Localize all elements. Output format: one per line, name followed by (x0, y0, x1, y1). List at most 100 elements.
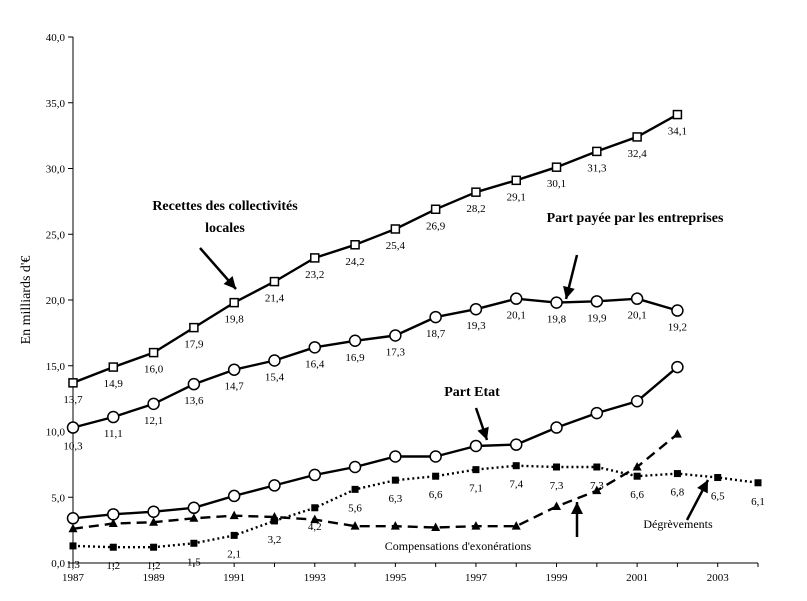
data-point-recettes-des-collectivites-locales (390, 224, 401, 234)
data-point-degrevements (512, 462, 520, 470)
arrow-part-entreprises-head (563, 285, 575, 299)
y-tick-label: 20,0 (46, 295, 66, 307)
x-tick-label: 1995 (384, 572, 407, 584)
data-point-recettes-des-collectivites-locales (310, 253, 320, 263)
data-label-degrevements: 6,6 (630, 489, 644, 501)
data-point-recettes-des-collectivites-locales (430, 204, 441, 215)
data-point-recettes-des-collectivites-locales (511, 175, 521, 186)
data-point-part-etat (268, 479, 281, 492)
data-point-part-payee-par-les-entreprises (429, 310, 442, 324)
data-point-recettes-des-collectivites-locales (229, 297, 239, 308)
data-label-recettes-des-collectivites-locales: 23,2 (305, 269, 324, 281)
data-label-recettes-des-collectivites-locales: 13,7 (63, 394, 83, 406)
data-label-recettes-des-collectivites-locales: 21,4 (265, 293, 285, 305)
data-point-degrevements (593, 463, 601, 471)
data-point-compensations-d-exonerations (108, 518, 118, 528)
data-point-part-etat (630, 395, 644, 408)
data-point-part-payee-par-les-entreprises (509, 292, 523, 305)
data-label-part-payee-par-les-entreprises: 20,1 (627, 310, 646, 322)
data-point-degrevements (714, 474, 722, 482)
series-line-part-etat (72, 366, 679, 520)
data-label-part-payee-par-les-entreprises: 18,7 (426, 328, 446, 340)
data-label-recettes-des-collectivites-locales: 31,3 (587, 162, 607, 174)
data-point-degrevements (432, 472, 440, 480)
data-label-recettes-des-collectivites-locales: 28,2 (466, 203, 485, 215)
data-point-part-payee-par-les-entreprises (107, 410, 120, 424)
data-point-part-payee-par-les-entreprises (227, 363, 241, 376)
data-point-part-etat (671, 360, 684, 374)
data-point-recettes-des-collectivites-locales (148, 347, 159, 358)
data-point-part-etat (590, 406, 604, 420)
data-label-degrevements: 6,5 (711, 491, 725, 503)
data-point-degrevements (472, 466, 480, 474)
data-point-compensations-d-exonerations (68, 523, 78, 533)
series-line-degrevements (72, 464, 759, 549)
data-point-compensations-d-exonerations (431, 522, 441, 531)
data-label-degrevements: 7,3 (550, 480, 564, 492)
y-tick-label: 0,0 (51, 558, 65, 570)
data-label-degrevements: 6,1 (751, 496, 765, 508)
data-point-part-etat (227, 489, 241, 503)
data-point-part-etat (550, 421, 563, 434)
data-label-part-payee-par-les-entreprises: 19,9 (587, 312, 607, 324)
annotation-text: Dégrèvements (643, 517, 713, 531)
y-tick-label: 30,0 (46, 164, 66, 176)
data-point-part-etat (107, 508, 120, 521)
data-point-degrevements (190, 539, 198, 547)
arrow-compensations-head (571, 502, 583, 514)
data-label-part-payee-par-les-entreprises: 11,1 (104, 428, 123, 440)
data-point-part-payee-par-les-entreprises (268, 354, 281, 367)
data-point-compensations-d-exonerations (390, 521, 400, 530)
data-point-compensations-d-exonerations (229, 510, 239, 520)
data-label-degrevements: 7,3 (590, 480, 604, 492)
data-point-part-etat (147, 505, 160, 518)
data-point-recettes-des-collectivites-locales (350, 240, 360, 250)
data-label-degrevements: 7,4 (509, 479, 523, 491)
axes: 0,0 5,0 10,0 15,0 20,0 25,0 30,0 35,0 40,0 1987 19… (46, 32, 759, 584)
data-label-degrevements: 1,2 (147, 560, 161, 572)
data-label-degrevements: 1,5 (187, 556, 201, 568)
data-point-degrevements (311, 504, 319, 512)
data-point-part-etat (429, 450, 442, 463)
data-label-part-payee-par-les-entreprises: 19,3 (466, 320, 486, 332)
series-line-recettes-des-collectivites-locales (72, 113, 678, 384)
data-label-part-payee-par-les-entreprises: 16,9 (345, 352, 365, 364)
data-label-recettes-des-collectivites-locales: 30,1 (547, 178, 566, 190)
data-label-part-payee-par-les-entreprises: 19,8 (547, 314, 567, 326)
arrow-recettes-head (223, 276, 236, 289)
data-label-part-payee-par-les-entreprises: 10,3 (63, 441, 83, 453)
data-point-part-payee-par-les-entreprises (550, 296, 563, 309)
data-point-part-payee-par-les-entreprises (469, 302, 483, 316)
x-tick-label: 2003 (707, 572, 730, 584)
data-point-recettes-des-collectivites-locales (471, 187, 481, 197)
data-labels: 13,7 14,9 16,0 17,9 19,8 21,4 23,2 24,2 25,4 26,9… (63, 126, 765, 573)
data-point-part-etat (389, 450, 402, 463)
arrow-degrevements-head (697, 480, 708, 494)
x-tick-label: 1991 (223, 572, 245, 584)
data-label-recettes-des-collectivites-locales: 25,4 (386, 240, 406, 252)
data-label-part-payee-par-les-entreprises: 16,4 (305, 358, 325, 370)
data-point-degrevements (69, 542, 77, 550)
x-tick-label: 1999 (546, 572, 569, 584)
data-point-part-etat (469, 439, 483, 453)
data-point-compensations-d-exonerations (592, 485, 602, 495)
data-label-recettes-des-collectivites-locales: 16,0 (144, 364, 164, 376)
data-label-degrevements: 7,1 (469, 483, 483, 495)
data-point-compensations-d-exonerations (471, 521, 481, 530)
annotation-text: Part payée par les entreprises (547, 211, 724, 226)
data-label-part-payee-par-les-entreprises: 15,4 (265, 371, 285, 383)
data-label-part-payee-par-les-entreprises: 12,1 (144, 415, 163, 427)
data-label-recettes-des-collectivites-locales: 17,9 (184, 339, 204, 351)
data-label-recettes-des-collectivites-locales: 29,1 (507, 191, 526, 203)
data-label-part-payee-par-les-entreprises: 14,7 (225, 381, 245, 393)
data-point-compensations-d-exonerations (269, 511, 279, 521)
data-point-recettes-des-collectivites-locales (269, 276, 280, 287)
annotation-text: Recettes des collectivités (152, 199, 298, 214)
data-point-part-payee-par-les-entreprises (308, 341, 322, 354)
data-point-degrevements (351, 485, 359, 493)
data-point-degrevements (230, 531, 238, 539)
data-label-recettes-des-collectivites-locales: 19,8 (225, 314, 245, 326)
data-point-part-payee-par-les-entreprises (147, 397, 160, 411)
data-point-recettes-des-collectivites-locales (108, 362, 119, 372)
